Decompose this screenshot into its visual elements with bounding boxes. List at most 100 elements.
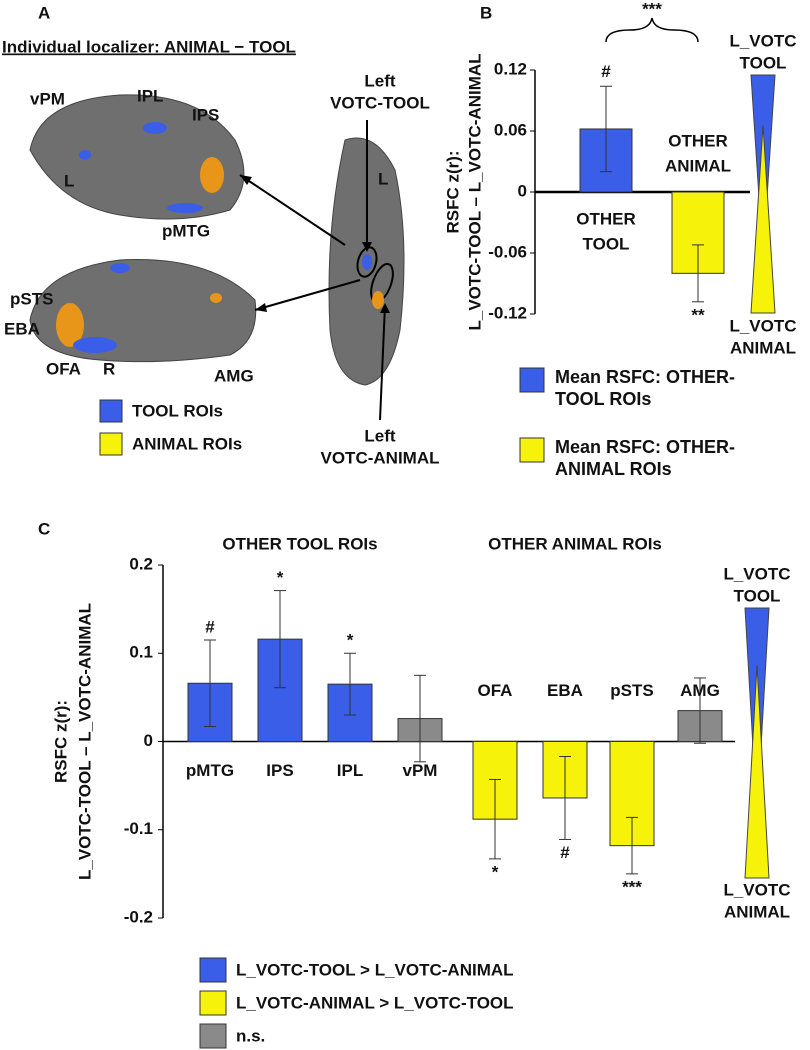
legend-swatch [99,432,123,456]
callout-label: Left [364,426,396,445]
legend-label: L_VOTC-ANIMAL > L_VOTC-TOOL [236,993,514,1012]
roi-outline [356,246,378,278]
roi-patch [79,150,91,160]
significance-label: # [560,843,570,862]
significance-label: ** [691,305,705,324]
y-axis-label: L_VOTC-TOOL – L_VOTC-ANIMAL [75,603,94,880]
significance-label: * [277,568,284,587]
y-tick-label: -0.1 [124,819,153,838]
arrow [379,304,386,421]
comparison-brace [605,17,699,43]
callout-label: VOTC-ANIMAL [321,448,440,467]
y-axis-label: L_VOTC-TOOL – L_VOTC-ANIMAL [465,53,484,330]
arrow [239,174,346,246]
roi-patch [56,303,84,347]
significance-label: * [492,862,499,881]
roi-patch [143,122,167,134]
x-tick-label: TOOL [583,234,630,253]
x-tick-label: OFA [478,681,513,700]
legend-label: n.s. [236,1026,265,1045]
group-label: OTHER ANIMAL ROIs [488,534,662,553]
roi-patch [362,254,372,270]
scale-label: L_VOTC [723,880,790,899]
group-label: OTHER TOOL ROIs [222,534,377,553]
scale-label: ANIMAL [730,338,796,357]
region-label: EBA [4,319,40,338]
arrow-head [255,303,267,312]
roi-patch [372,291,384,309]
region-label: vPM [30,89,65,108]
comparison-label: *** [642,0,662,18]
callout-label: Left [364,71,396,90]
region-label: IPL [137,86,163,105]
region-label: L [378,169,388,188]
legend-swatch [519,367,545,393]
region-label: IPS [192,105,219,124]
panel-letter: B [480,3,492,22]
y-axis-label: RSFC z(r): [51,700,70,783]
brain-images [29,94,405,421]
region-label: pSTS [10,289,53,308]
x-tick-label: pSTS [610,681,653,700]
roi-patch [200,157,224,193]
arrow-head [380,303,390,313]
scale-label: TOOL [740,53,787,72]
panel-letter: A [38,3,50,22]
x-tick-label: IPL [337,761,363,780]
x-tick-label: IPS [266,761,293,780]
x-tick-label: AMG [680,681,720,700]
legend-swatch [99,399,123,423]
label-box: Mean RSFC: OTHER-ANIMAL ROIs [555,437,735,479]
label-box: Mean RSFC: OTHER-TOOL ROIs [555,367,735,409]
scale-label: ANIMAL [724,902,790,921]
scale-triangle [744,665,770,879]
roi-patch [73,337,117,353]
scale-label: L_VOTC [729,316,796,335]
y-tick-label: 0.2 [129,554,153,573]
y-tick-label: -0.06 [488,242,527,261]
y-tick-label: 0 [144,731,153,750]
y-tick-label: 0 [518,181,527,200]
region-label: pMTG [162,221,210,240]
x-tick-label: pMTG [186,761,234,780]
y-tick-label: 0.12 [494,59,527,78]
x-tick-label: EBA [547,681,583,700]
significance-label: * [347,631,354,650]
region-label: OFA [46,359,81,378]
roi-patch [110,263,130,273]
brain-lateral-left [29,94,245,220]
legend-swatch [199,990,227,1016]
x-tick-label: OTHER [576,209,636,228]
brain-lateral-right [29,259,257,363]
legend-swatch [199,1023,227,1049]
legend-label: L_VOTC-TOOL > L_VOTC-ANIMAL [236,960,514,979]
scale-label: TOOL [734,586,781,605]
legend-label: Mean RSFC: OTHER-TOOL ROIs [555,367,735,409]
x-tick-label: vPM [403,761,438,780]
x-tick-label: OTHER [668,131,728,150]
significance-label: # [205,617,215,636]
roi-patch [210,293,222,303]
significance-label: # [601,62,611,81]
scale-label: L_VOTC [729,31,796,50]
y-axis-label: RSFC z(r): [443,150,462,233]
arrow-head [362,242,372,252]
legend-label: ANIMAL ROIs [132,434,242,453]
scale-triangle [750,125,776,314]
legend-swatch [519,437,545,463]
region-label: L [64,171,74,190]
panel-title: Individual localizer: ANIMAL − TOOL [2,37,296,56]
y-tick-label: -0.2 [124,907,153,926]
region-label: R [103,359,115,378]
arrow-head [240,175,252,185]
arrow [254,279,361,311]
scale-label: L_VOTC [723,564,790,583]
y-tick-label: -0.12 [488,303,527,322]
y-tick-label: 0.06 [494,120,527,139]
x-tick-label: ANIMAL [665,156,731,175]
y-tick-label: 0.1 [129,643,153,662]
panel-letter: C [38,519,50,538]
callout-label: VOTC-TOOL [330,93,430,112]
